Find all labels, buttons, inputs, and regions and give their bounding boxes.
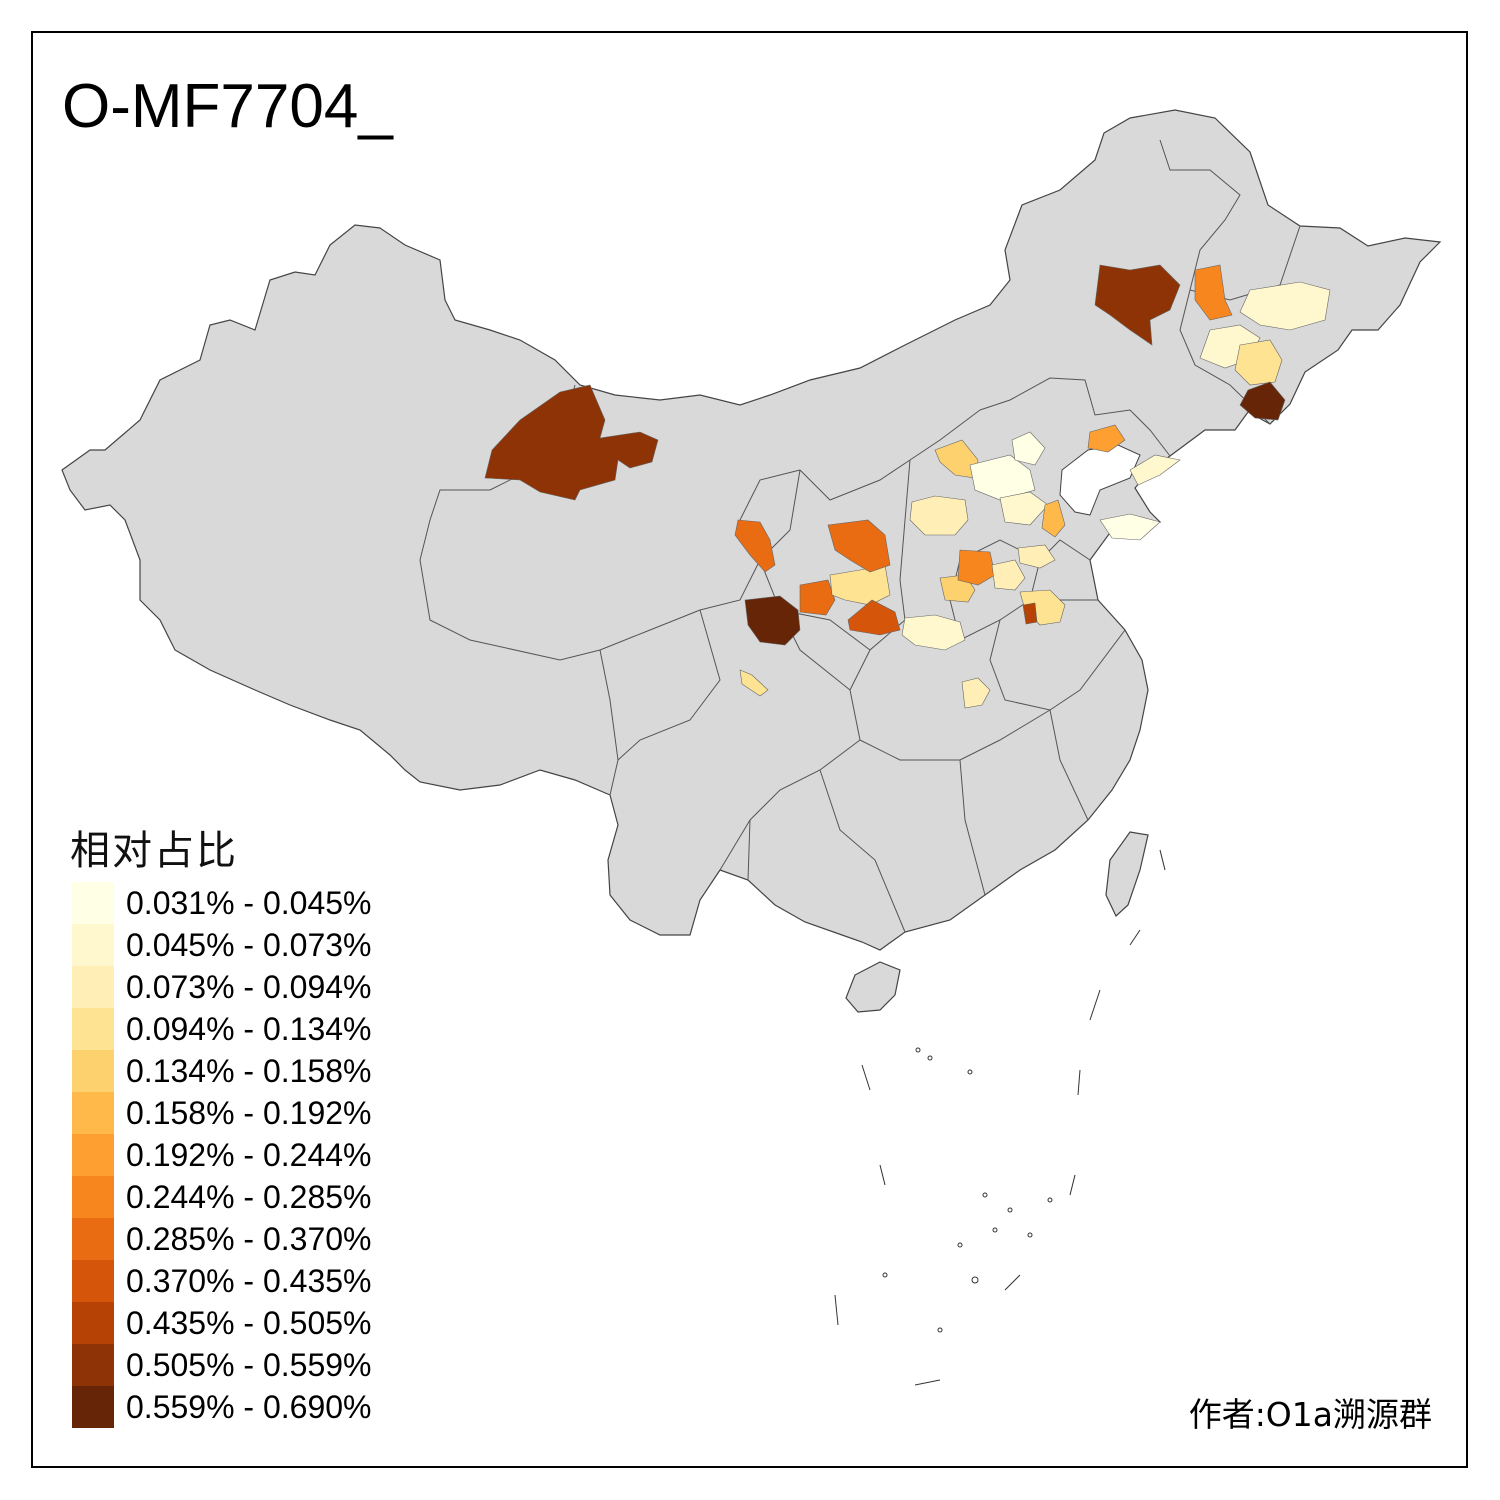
legend-label: 0.158% - 0.192% [126,1095,372,1131]
legend-label: 0.559% - 0.690% [126,1389,372,1425]
legend-label: 0.094% - 0.134% [126,1011,372,1047]
legend-swatch [72,1176,114,1218]
legend-title: 相对占比 [70,828,238,874]
legend-swatch [72,1008,114,1050]
south-china-sea-islands [834,849,1166,1386]
legend-label: 0.370% - 0.435% [126,1263,372,1299]
region-ningxia [829,564,891,606]
region-hebei-mid [999,491,1049,526]
region-liaoning-dalian [1129,454,1181,486]
region-hebei-south [1017,544,1056,569]
region-henan-west [901,614,966,651]
region-shanxi-se [957,549,996,586]
region-liaoning-east [1239,381,1286,421]
region-shaanxi-south [847,599,901,636]
legend-swatch [72,1134,114,1176]
legend-swatch [72,1218,114,1260]
legend-swatch [72,1092,114,1134]
region-liaoning-west [1087,424,1126,453]
legend-label: 0.073% - 0.094% [126,969,372,1005]
legend-swatch [72,966,114,1008]
region-shaanxi-north [827,519,891,573]
legend-swatch [72,1302,114,1344]
region-gansu-east [799,579,836,616]
legend-label: 0.285% - 0.370% [126,1221,372,1257]
legend-label: 0.192% - 0.244% [126,1137,372,1173]
region-heilongjiang-west [1194,264,1233,321]
map-frame [31,31,1468,1468]
region-hebei-north [1011,431,1046,466]
region-hulunbuir [1094,264,1181,346]
region-shandong-east [1099,513,1161,541]
legend-swatch [72,924,114,966]
map-title: O-MF7704_ [62,72,393,141]
region-heilongjiang-mid [1239,281,1331,331]
legend-label: 0.031% - 0.045% [126,885,372,921]
region-qinghai [734,519,776,573]
hainan-island [845,961,901,1013]
legend-label: 0.435% - 0.505% [126,1305,372,1341]
author-credit: 作者:O1a溯源群 [1188,1395,1432,1434]
region-gansu-south [744,595,801,646]
region-sichuan [739,669,769,697]
legend-label: 0.045% - 0.073% [126,927,372,963]
legend-label: 0.244% - 0.285% [126,1179,372,1215]
region-jilin-east [1234,339,1283,386]
legend-swatch [72,1260,114,1302]
legend-label: 0.505% - 0.559% [126,1347,372,1383]
legend-swatch [72,882,114,924]
region-henan-small [1022,602,1038,625]
legend-label: 0.134% - 0.158% [126,1053,372,1089]
legend-swatch [72,1386,114,1428]
region-beijing-hebei [969,454,1036,501]
province-borders [419,139,1301,933]
region-shandong-west [1041,499,1066,538]
legend-swatch [72,1050,114,1092]
taiwan-island [1105,831,1149,917]
region-xinjiang-north [484,384,659,501]
region-henan-north [991,559,1026,591]
region-hubei [961,677,991,709]
legend-swatch [72,1344,114,1386]
highlighted-regions [484,264,1331,709]
region-shanxi-mid [909,495,969,536]
